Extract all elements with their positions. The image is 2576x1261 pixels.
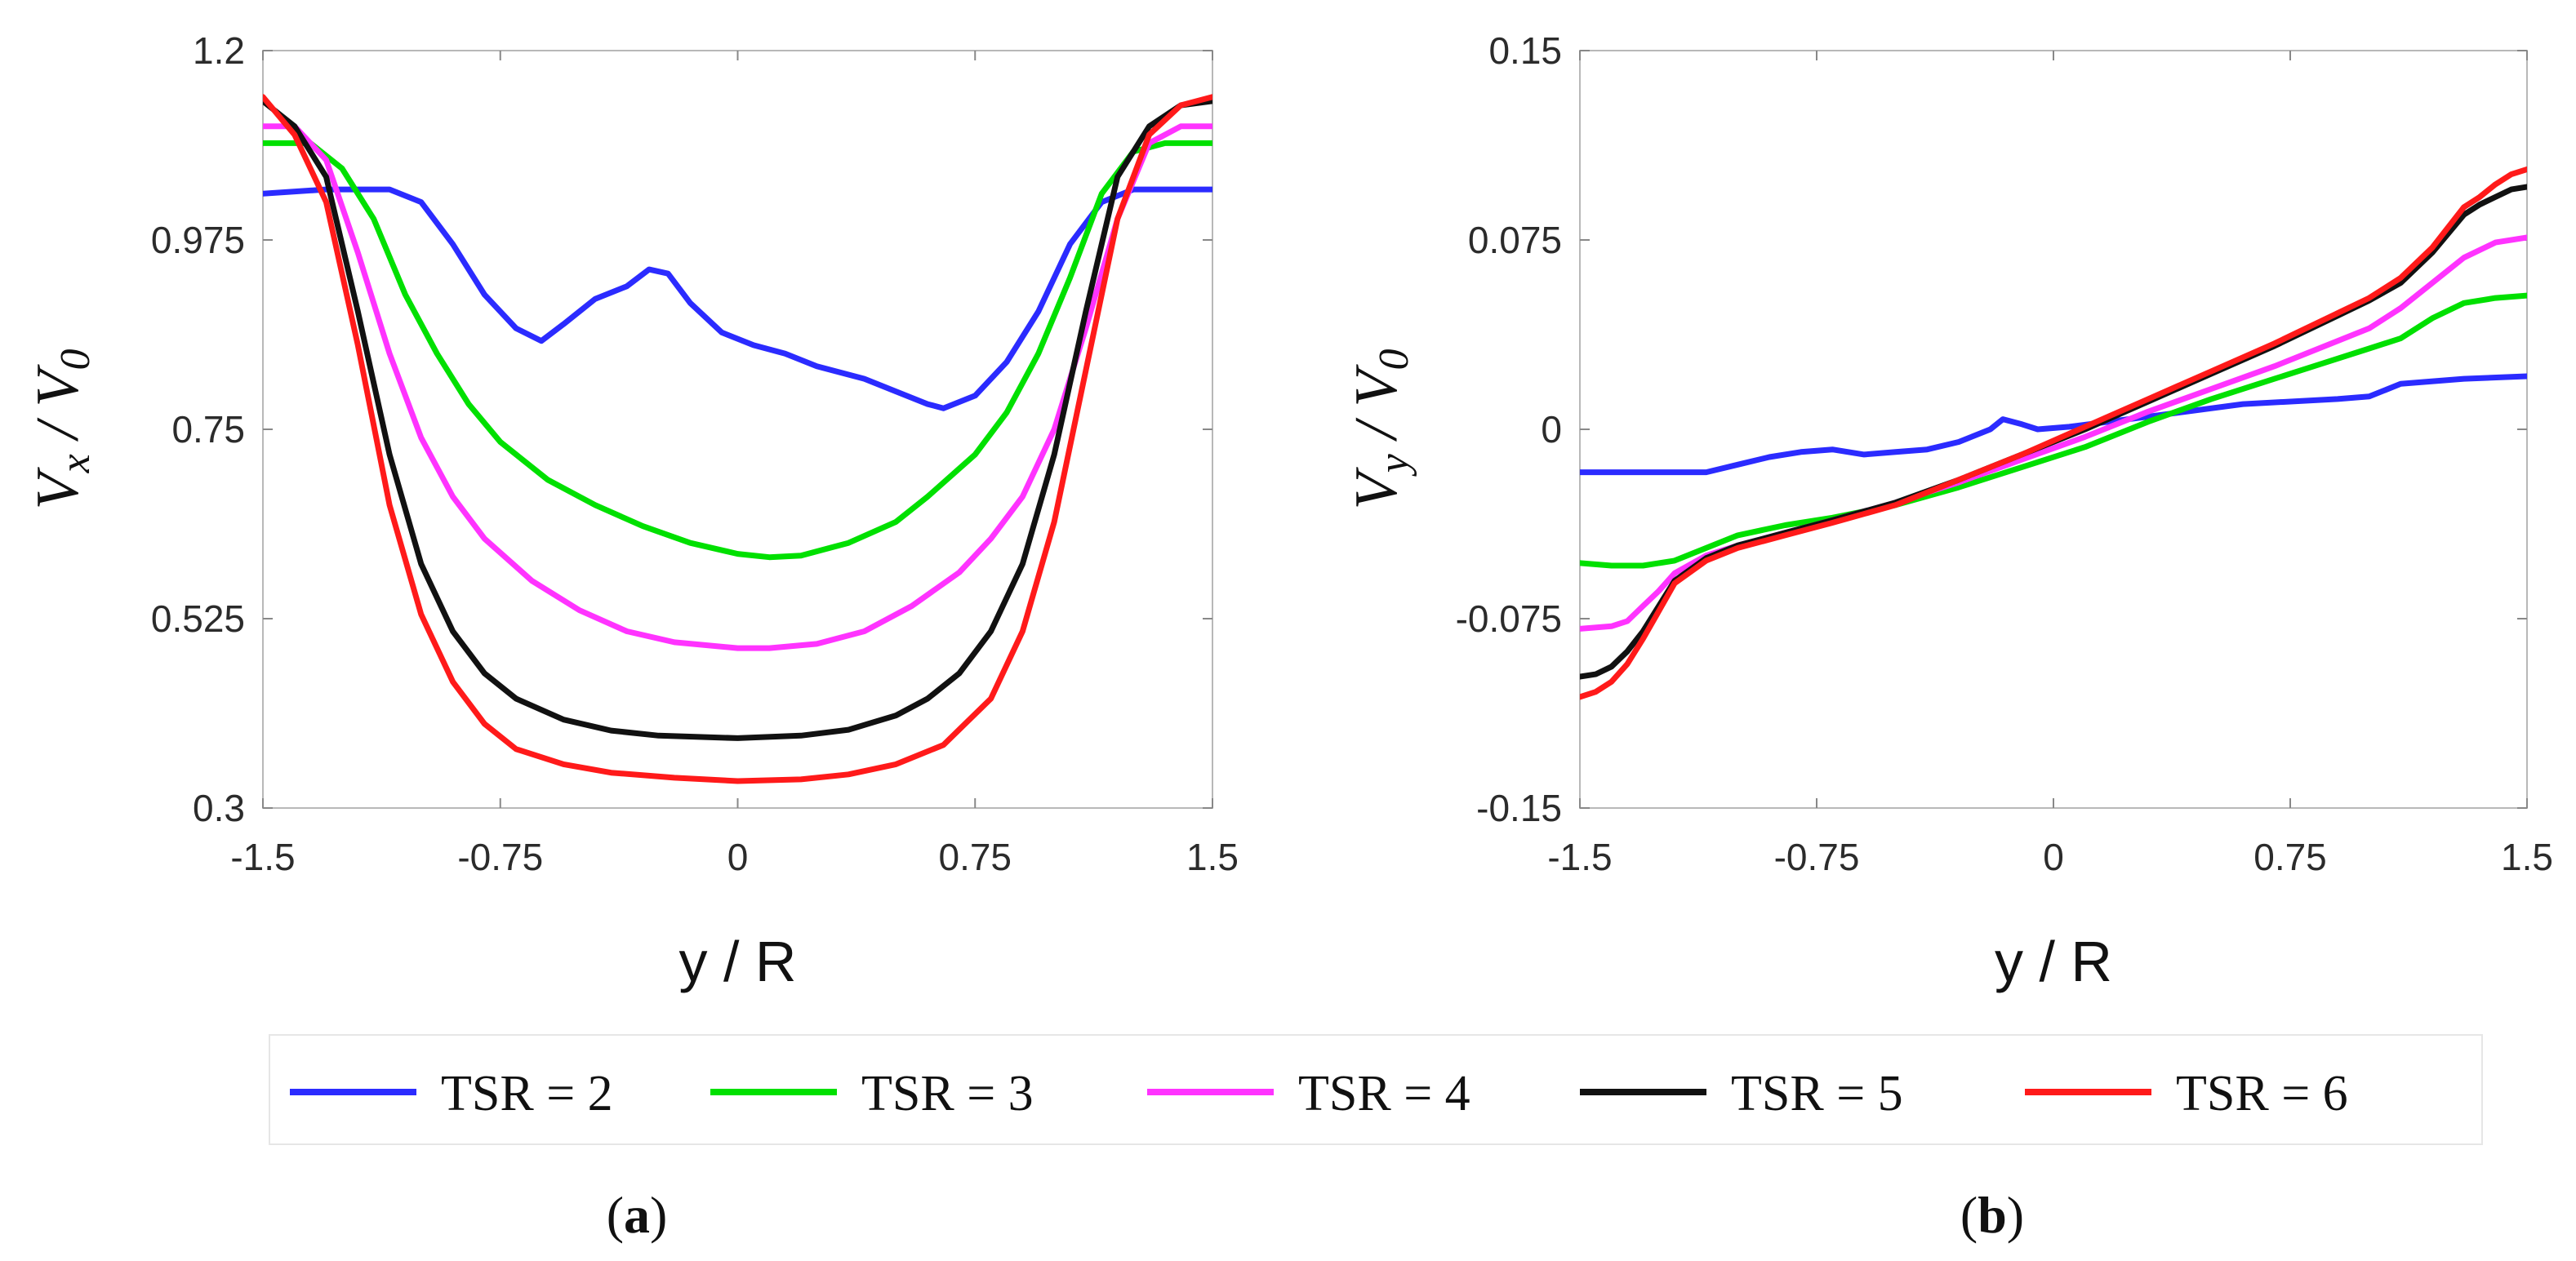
y-tick-label: 0.525 <box>151 597 245 640</box>
legend-label-tsr-3: TSR = 3 <box>861 1066 1034 1121</box>
panel-label-letter: a <box>624 1186 650 1244</box>
y-axis-label-den-sub: 0 <box>1371 349 1417 370</box>
y-axis-label-sep: / <box>1343 407 1410 455</box>
panel-label: (a) <box>607 1186 668 1244</box>
panel-label-letter: b <box>1978 1186 2007 1244</box>
y-axis-label-sep: / <box>24 407 91 455</box>
x-tick-label: -0.75 <box>1774 836 1860 878</box>
y-tick-label: -0.075 <box>1456 597 1562 640</box>
y-axis-label-den: V <box>24 364 91 407</box>
y-axis-label: Vx / V0 <box>24 349 99 509</box>
y-axis-label-den-sub: 0 <box>52 349 99 370</box>
legend-label-tsr-5: TSR = 5 <box>1731 1066 1903 1121</box>
y-tick-label: 1.2 <box>193 29 245 72</box>
legend-label-tsr-6: TSR = 6 <box>2176 1066 2348 1121</box>
series-line-tsr-2 <box>263 186 1212 411</box>
panel-label-open: ( <box>607 1186 624 1244</box>
y-tick-label: 0.15 <box>1488 29 1562 72</box>
plot-frame <box>262 50 1213 809</box>
y-tick-label: 0 <box>1541 408 1562 451</box>
x-tick-label: 1.5 <box>2501 836 2553 878</box>
panel-label-close: ) <box>2007 1186 2024 1244</box>
legend-label-tsr-2: TSR = 2 <box>441 1066 613 1121</box>
y-axis-label-main-sub: y <box>1371 453 1417 477</box>
series-line-tsr-3 <box>1580 292 2527 569</box>
legend: TSR = 2 TSR = 3 TSR = 4 TSR = 5 TSR = 6 <box>269 1034 2483 1145</box>
series-line-tsr-3 <box>263 140 1212 561</box>
y-tick-label: 0.075 <box>1468 219 1562 261</box>
y-tick-label: 0.3 <box>193 787 245 829</box>
x-tick-label: -1.5 <box>230 836 295 878</box>
series-line-tsr-2 <box>1580 373 2527 476</box>
x-tick-label: 1.5 <box>1186 836 1239 878</box>
series-line-tsr-6 <box>1580 166 2527 700</box>
panel-label: (b) <box>1960 1186 2024 1244</box>
x-tick-label: 0.75 <box>938 836 1012 878</box>
x-tick-label: 0 <box>727 836 749 878</box>
y-tick-label: -0.15 <box>1476 787 1562 829</box>
y-axis-label-main: V <box>1343 467 1410 510</box>
y-tick-label: 0.75 <box>171 408 245 451</box>
x-tick-label: 0 <box>2043 836 2064 878</box>
series-line-tsr-4 <box>1580 234 2527 632</box>
y-axis-label-main: V <box>24 467 91 510</box>
x-axis-label: y / R <box>1995 930 2112 993</box>
chart-panel-b: -1.5 -0.75 0 0.75 1.5 -0.15 -0.075 0 0.075 0.15 y … <box>1343 29 2553 1244</box>
series-line-tsr-5 <box>263 98 1212 741</box>
legend-label-tsr-4: TSR = 4 <box>1298 1066 1470 1121</box>
y-axis-label: Vy / V0 <box>1343 349 1417 509</box>
y-axis-label-main-sub: x <box>52 454 99 473</box>
panel-label-open: ( <box>1960 1186 1978 1244</box>
panel-label-close: ) <box>650 1186 667 1244</box>
x-axis-label: y / R <box>679 930 797 993</box>
series-line-tsr-6 <box>263 94 1212 784</box>
chart-panel-a: -1.5 -0.75 0 0.75 1.5 0.3 0.525 0.75 0.975 1.2 y /… <box>24 29 1239 1244</box>
y-axis-label-den: V <box>1343 364 1410 407</box>
x-tick-label: -1.5 <box>1547 836 1612 878</box>
x-tick-label: 0.75 <box>2253 836 2327 878</box>
y-tick-label: 0.975 <box>151 219 245 261</box>
x-tick-label: -0.75 <box>457 836 543 878</box>
